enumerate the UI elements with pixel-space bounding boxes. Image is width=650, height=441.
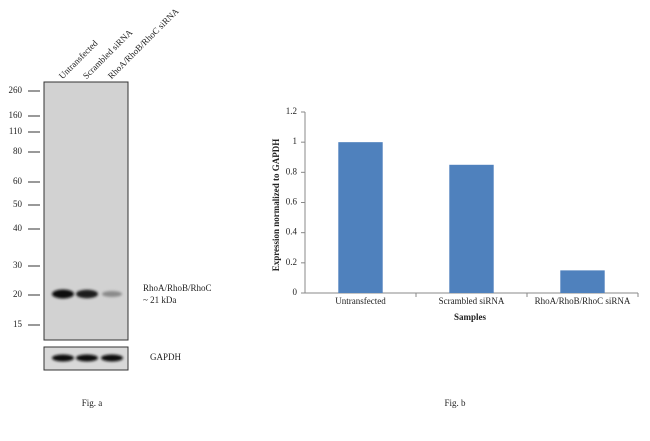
marker-label: 260 (9, 85, 23, 95)
marker-label: 30 (13, 260, 23, 270)
y-tick-label: 0.4 (286, 227, 298, 237)
marker-label: 50 (13, 199, 23, 209)
bar (449, 164, 494, 293)
caption: Fig. a (82, 398, 103, 408)
band (52, 289, 74, 299)
control-label: GAPDH (150, 352, 182, 362)
band-size: ~ 21 kDa (143, 295, 176, 305)
y-tick-label: 0 (293, 287, 298, 297)
bar (560, 270, 605, 293)
x-tick-label: Untransfected (335, 296, 386, 306)
band-label: RhoA/RhoB/RhoC (143, 283, 212, 293)
band (76, 354, 98, 362)
marker-label: 15 (13, 319, 23, 329)
caption: Fig. b (444, 398, 466, 408)
x-tick-label: Scrambled siRNA (439, 296, 505, 306)
marker-label: 110 (9, 126, 23, 136)
marker-label: 160 (9, 110, 23, 120)
band (101, 354, 123, 362)
y-tick-label: 1.2 (286, 106, 297, 116)
y-tick-label: 0.6 (286, 197, 298, 207)
band (76, 289, 98, 299)
x-axis-title: Samples (454, 312, 487, 322)
blot-membrane (43, 81, 129, 341)
y-tick-label: 1 (293, 136, 298, 146)
y-tick-label: 0.2 (286, 257, 297, 267)
marker-label: 60 (13, 176, 23, 186)
band (52, 354, 74, 362)
marker-label: 80 (13, 146, 23, 156)
band (102, 291, 122, 297)
y-tick-label: 0.8 (286, 166, 298, 176)
y-axis-title: Expression normalized to GAPDH (271, 139, 281, 272)
marker-label: 20 (13, 289, 23, 299)
x-tick-label: RhoA/RhoB/RhoC siRNA (535, 296, 631, 306)
bar-chart: Fig. b Samples Expression normalized to … (271, 106, 639, 408)
marker-label: 40 (13, 223, 23, 233)
bar (338, 142, 383, 293)
